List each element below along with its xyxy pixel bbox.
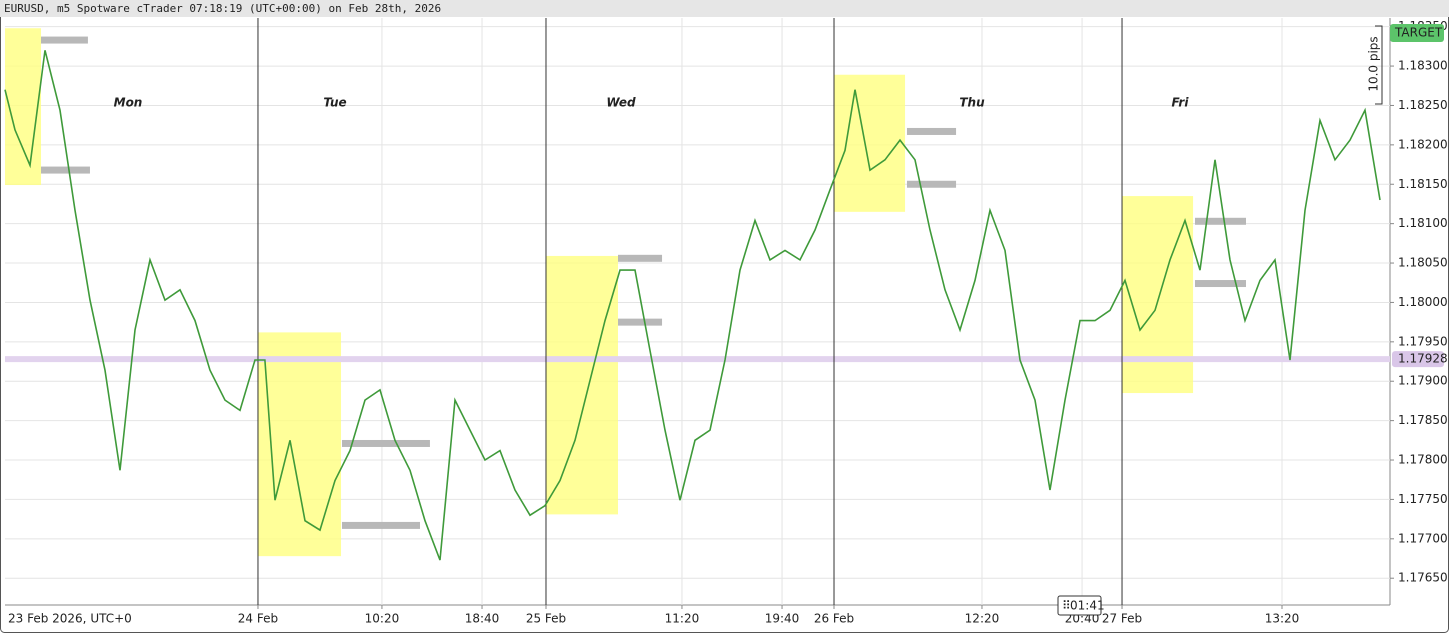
level-bar (906, 180, 957, 188)
x-tick-label: 27 Feb (1102, 612, 1142, 626)
x-tick-label: 19:40 (765, 612, 800, 626)
level-bar (1194, 280, 1246, 288)
level-bar (1194, 217, 1246, 225)
y-tick-label: 1.17700 (1398, 531, 1448, 545)
y-tick-label: 1.18150 (1398, 177, 1448, 191)
x-tick-label: 25 Feb (526, 612, 566, 626)
measure-label: 10.0 pips (1367, 36, 1381, 91)
x-start-label: 23 Feb 2026, UTC+0 (8, 612, 132, 626)
y-tick-label: 1.17750 (1398, 492, 1448, 506)
level-bar (341, 439, 430, 447)
day-label: Thu (959, 96, 985, 110)
y-tick-label: 1.18250 (1398, 98, 1448, 112)
y-tick-label: 1.18000 (1398, 295, 1448, 309)
day-label: Mon (114, 96, 143, 110)
current-price-label: 1.17928 (1398, 352, 1448, 366)
y-tick-label: 1.17800 (1398, 453, 1448, 467)
y-tick-label: 1.18200 (1398, 137, 1448, 151)
x-tick-label: 24 Feb (238, 612, 278, 626)
x-tick-label: 11:20 (665, 612, 700, 626)
session-box (545, 255, 618, 515)
countdown-label: 01:41 (1070, 599, 1105, 613)
countdown-icon: ⠿ (1062, 599, 1071, 613)
countdown-box (1057, 595, 1102, 616)
target-box (1390, 23, 1444, 42)
price-line (4, 50, 1381, 561)
x-tick-label: 10:20 (365, 612, 400, 626)
x-tick-label: 12:20 (965, 612, 1000, 626)
session-box (834, 74, 906, 212)
measure-bracket (1375, 25, 1383, 105)
x-tick-label: 13:20 (1265, 612, 1300, 626)
title-bar (0, 0, 1449, 17)
level-bar (906, 127, 957, 135)
target-label: TARGET (1394, 25, 1443, 39)
y-tick-label: 1.18100 (1398, 216, 1448, 230)
current-price-box (1392, 351, 1444, 368)
y-tick-label: 1.18300 (1398, 59, 1448, 73)
level-bar (41, 166, 90, 174)
y-tick-label: 1.17650 (1398, 571, 1448, 585)
level-bar (341, 521, 420, 529)
level-bar (617, 254, 663, 262)
y-tick-label: 1.18050 (1398, 256, 1448, 270)
level-bar (41, 36, 88, 44)
level-bar (617, 318, 663, 326)
day-label: Wed (606, 96, 636, 110)
y-tick-label: 1.17900 (1398, 374, 1448, 388)
day-label: Tue (323, 96, 346, 110)
chart-title: EURUSD, m5 Spotware cTrader 07:18:19 (UT… (4, 2, 441, 15)
y-tick-label: 1.17850 (1398, 413, 1448, 427)
y-tick-label: 1.17950 (1398, 334, 1448, 348)
session-box (257, 332, 342, 557)
x-tick-label: 18:40 (465, 612, 500, 626)
session-box (5, 28, 42, 186)
x-tick-label: 26 Feb (814, 612, 854, 626)
day-label: Fri (1172, 96, 1190, 110)
